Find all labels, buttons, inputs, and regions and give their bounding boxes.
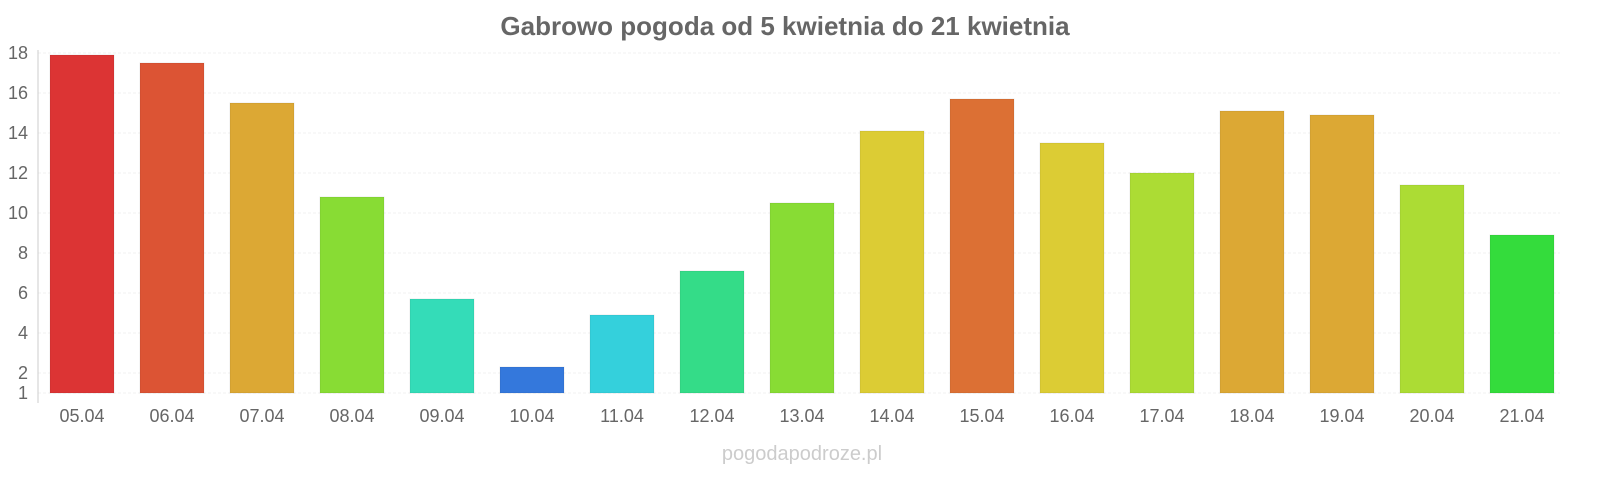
bar-06.04 (139, 62, 205, 394)
bar-12.04 (679, 270, 745, 394)
chart-title: Gabrowo pogoda od 5 kwietnia do 21 kwiet… (500, 11, 1070, 41)
y-tick-label: 2 (18, 363, 28, 383)
bar-16.04 (1039, 142, 1105, 394)
x-tick-label: 13.04 (779, 406, 824, 426)
y-tick-label: 1 (18, 383, 28, 403)
bar-15.04 (949, 98, 1015, 394)
x-tick-label: 16.04 (1049, 406, 1094, 426)
y-tick-label: 14 (8, 123, 28, 143)
bar-10.04 (499, 366, 565, 394)
bar-18.04 (1219, 110, 1285, 394)
x-tick-label: 21.04 (1499, 406, 1544, 426)
x-tick-label: 05.04 (59, 406, 104, 426)
bar-21.04 (1489, 234, 1555, 394)
x-tick-label: 14.04 (869, 406, 914, 426)
x-tick-label: 17.04 (1139, 406, 1184, 426)
bar-11.04 (589, 314, 655, 394)
x-tick-label: 11.04 (600, 406, 644, 426)
watermark: pogodapodroze.pl (722, 443, 882, 465)
y-tick-label: 10 (8, 203, 28, 223)
bar-20.04 (1399, 184, 1465, 394)
y-tick-label: 12 (8, 163, 28, 183)
bar-14.04 (859, 130, 925, 394)
bar-09.04 (409, 298, 475, 394)
x-tick-label: 15.04 (959, 406, 1004, 426)
x-tick-label: 20.04 (1409, 406, 1454, 426)
x-tick-label: 19.04 (1319, 406, 1364, 426)
x-tick-label: 18.04 (1229, 406, 1274, 426)
bar-17.04 (1129, 172, 1195, 394)
x-tick-label: 10.04 (509, 406, 554, 426)
y-tick-label: 4 (18, 323, 28, 343)
x-tick-label: 09.04 (419, 406, 464, 426)
bar-13.04 (769, 202, 835, 394)
bar-08.04 (319, 196, 385, 394)
x-tick-label: 08.04 (329, 406, 374, 426)
bar-19.04 (1309, 114, 1375, 394)
y-tick-label: 16 (8, 83, 28, 103)
x-tick-label: 07.04 (239, 406, 284, 426)
x-tick-label: 06.04 (149, 406, 194, 426)
x-tick-label: 12.04 (689, 406, 734, 426)
y-tick-label: 18 (8, 43, 28, 63)
bar-05.04 (49, 54, 115, 394)
y-tick-label: 6 (18, 283, 28, 303)
bar-07.04 (229, 102, 295, 394)
y-tick-label: 8 (18, 243, 28, 263)
